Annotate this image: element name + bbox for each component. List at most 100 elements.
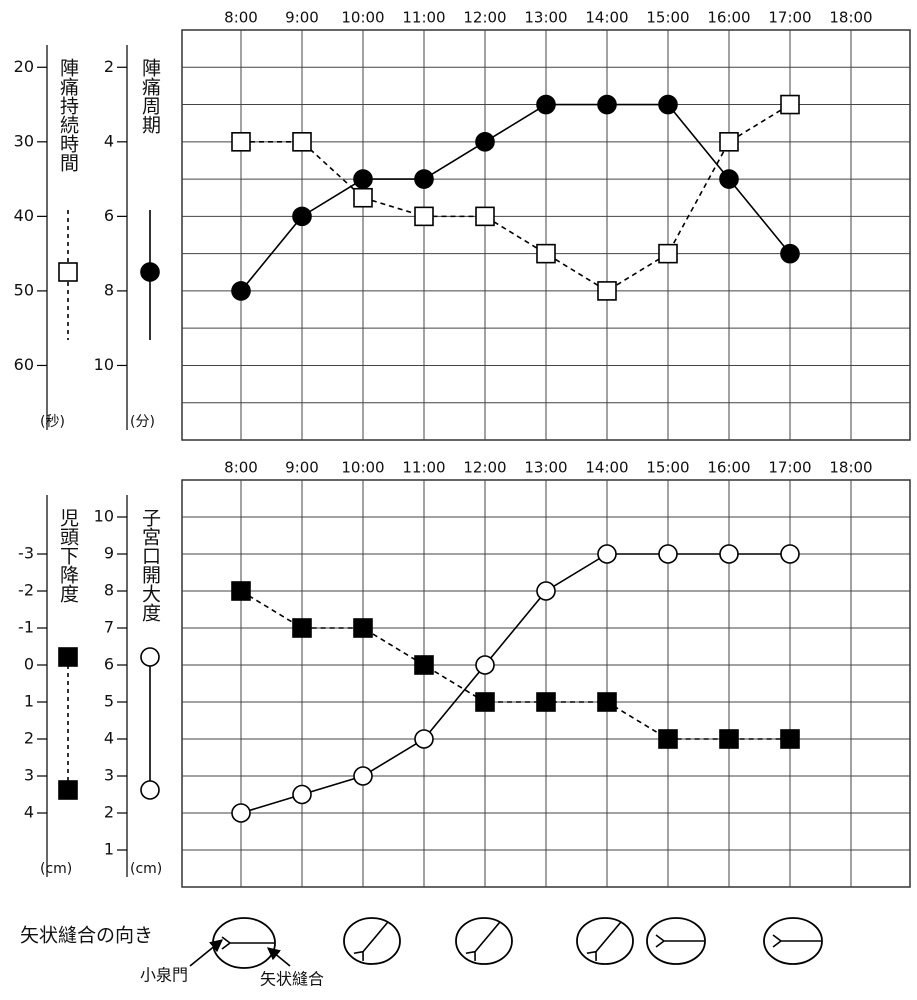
y-tick-label: 7 — [104, 618, 114, 637]
legend-label: 陣痛持続時間 — [57, 58, 79, 172]
series-line — [240, 103, 791, 292]
y-tick-label: 1 — [24, 692, 34, 711]
y-tick-label: 4 — [104, 131, 114, 150]
y-tick-label: 8 — [104, 581, 114, 600]
point — [353, 618, 373, 638]
y-tick-label: 8 — [104, 280, 114, 299]
point — [414, 655, 434, 675]
point — [597, 281, 617, 301]
point — [414, 169, 434, 189]
point — [414, 206, 434, 227]
point — [231, 132, 251, 152]
point — [536, 581, 556, 601]
point — [353, 766, 373, 786]
y-tick-label: 2 — [24, 729, 34, 748]
point — [353, 187, 373, 208]
y-tick-label: 50 — [14, 280, 34, 299]
point — [353, 169, 373, 189]
arrow — [267, 947, 291, 967]
x-tick-label: 14:00 — [585, 9, 628, 27]
y-tick-label: 4 — [24, 803, 34, 822]
y-tick-label: 2 — [104, 57, 114, 76]
point — [658, 544, 678, 564]
legend-label: 子宮口開大度 — [139, 508, 161, 622]
x-tick-label: 13:00 — [524, 9, 567, 27]
axis-unit: (cm) — [130, 861, 162, 877]
point — [597, 94, 617, 115]
x-tick-label: 18:00 — [829, 459, 872, 477]
x-tick-label: 8:00 — [224, 459, 258, 477]
y-tick-label: 6 — [104, 655, 114, 674]
point — [292, 206, 312, 227]
point — [536, 94, 556, 115]
y-tick-label: -2 — [18, 581, 34, 600]
point — [719, 132, 739, 152]
legend-label: 陣痛周期 — [139, 58, 161, 134]
point — [719, 729, 739, 749]
axis-unit: (秒) — [40, 414, 65, 430]
series-line — [240, 590, 790, 740]
x-tick-label: 11:00 — [402, 9, 445, 27]
y-tick-label: 1 — [104, 840, 114, 859]
point — [719, 544, 739, 564]
point — [597, 544, 617, 564]
point — [231, 281, 251, 301]
y-tick-label: -3 — [18, 544, 34, 563]
point — [780, 94, 800, 115]
x-tick-label: 15:00 — [646, 459, 689, 477]
y-tick-label: 3 — [24, 766, 34, 785]
legend-label: 児頭下降度 — [57, 508, 79, 603]
chart: 8:00 9:00 10:00 11:00 12:00 13:00 14:00 15:00 16… — [14, 9, 911, 441]
y-tick-label: 5 — [104, 692, 114, 711]
point — [719, 169, 739, 189]
suture-icon — [763, 917, 823, 965]
point — [780, 544, 800, 564]
point — [475, 132, 495, 152]
legend-marker — [140, 780, 160, 800]
point — [780, 729, 800, 749]
suture-icon — [646, 917, 706, 965]
y-tick-label: 20 — [14, 57, 34, 76]
row-label: 矢状縫合の向き — [20, 925, 153, 947]
chart: 8:00 9:00 10:00 11:00 12:00 13:00 14:00 15:00 16… — [18, 459, 911, 888]
x-tick-label: 16:00 — [707, 9, 750, 27]
annotation: 矢状縫合 — [260, 970, 324, 989]
x-tick-label: 11:00 — [402, 459, 445, 477]
suture-icon — [576, 917, 634, 965]
x-tick-label: 17:00 — [768, 459, 811, 477]
y-tick-label: 30 — [14, 131, 34, 150]
x-tick-label: 9:00 — [285, 9, 319, 27]
axis-unit: (cm) — [40, 861, 72, 877]
y-tick-label: 6 — [104, 206, 114, 225]
point — [231, 581, 251, 601]
y-tick-label: 60 — [14, 355, 34, 374]
point — [658, 94, 678, 115]
legend-marker — [140, 262, 160, 282]
point — [231, 803, 251, 823]
y-tick-label: 10 — [94, 507, 114, 526]
point — [780, 243, 800, 264]
legend-marker — [58, 262, 78, 282]
point — [658, 729, 678, 749]
x-tick-label: 13:00 — [524, 459, 567, 477]
point — [292, 132, 312, 152]
sagittal-suture-row: 矢状縫合の向き 小泉門 矢状縫合 — [20, 917, 823, 989]
y-tick-label: 9 — [104, 544, 114, 563]
x-tick-label: 12:00 — [463, 459, 506, 477]
x-tick-label: 18:00 — [829, 9, 872, 27]
x-tick-label: 17:00 — [768, 9, 811, 27]
x-tick-label: 16:00 — [707, 459, 750, 477]
x-tick-label: 9:00 — [285, 459, 319, 477]
x-tick-label: 10:00 — [341, 459, 384, 477]
point — [536, 692, 556, 712]
point — [292, 784, 312, 805]
point — [292, 618, 312, 638]
y-tick-label: 0 — [24, 655, 34, 674]
arrow — [189, 939, 223, 967]
point — [475, 692, 495, 712]
y-tick-label: 3 — [104, 766, 114, 785]
y-tick-label: -1 — [18, 618, 34, 637]
point — [414, 729, 434, 749]
legend-marker — [58, 647, 78, 667]
